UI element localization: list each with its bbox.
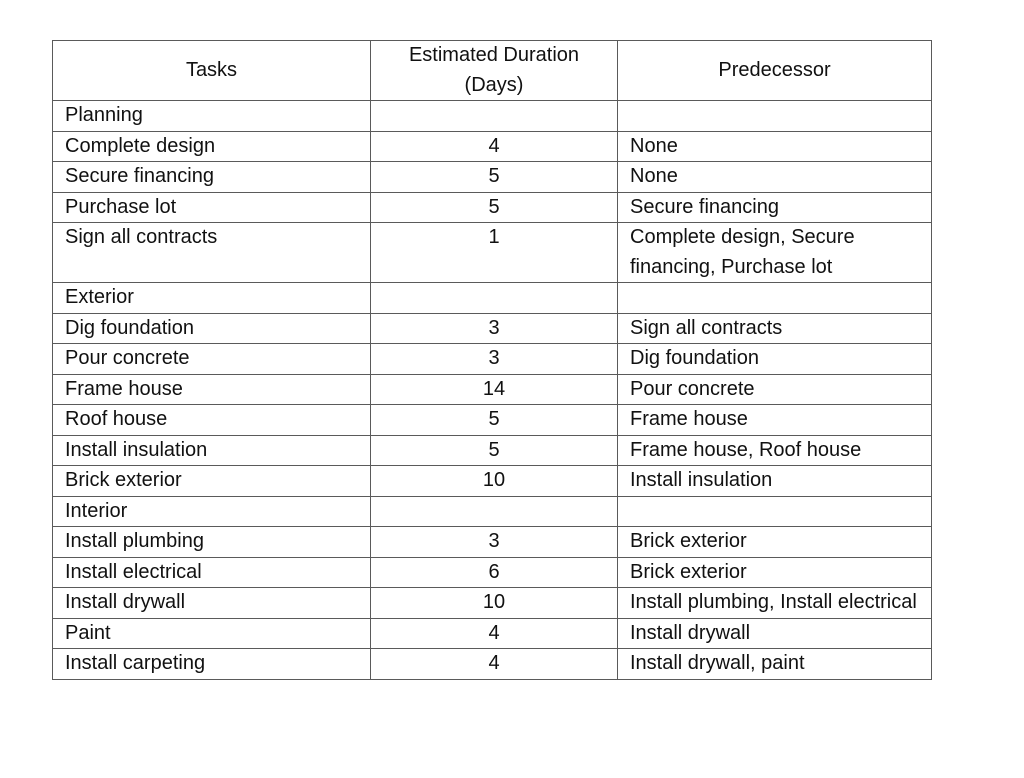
duration-cell: 5 xyxy=(370,161,618,193)
duration-cell: 4 xyxy=(370,130,618,162)
duration-cell xyxy=(370,282,618,314)
table-row: Install plumbing 3 Brick exterior xyxy=(52,526,932,558)
table-row: Complete design 4 None xyxy=(52,130,932,162)
duration-cell: 10 xyxy=(370,587,618,619)
header-row: Tasks Estimated Duration (Days) Predeces… xyxy=(52,40,932,101)
duration-cell xyxy=(370,100,618,132)
duration-cell: 5 xyxy=(370,191,618,223)
predecessor-cell: Brick exterior xyxy=(617,526,932,558)
duration-cell: 3 xyxy=(370,343,618,375)
task-name: Brick exterior xyxy=(52,465,371,497)
predecessor-cell xyxy=(617,100,932,132)
predecessor-cell xyxy=(617,282,932,314)
task-name: Dig foundation xyxy=(52,312,371,344)
table-row: Paint 4 Install drywall xyxy=(52,617,932,649)
table-row: Install carpeting 4 Install drywall, paint xyxy=(52,648,932,680)
duration-cell: 4 xyxy=(370,617,618,649)
task-name: Frame house xyxy=(52,373,371,405)
task-name: Pour concrete xyxy=(52,343,371,375)
task-name: Complete design xyxy=(52,130,371,162)
group-row: Exterior xyxy=(52,282,932,314)
task-name: Install plumbing xyxy=(52,526,371,558)
predecessor-cell: Dig foundation xyxy=(617,343,932,375)
predecessor-cell: Brick exterior xyxy=(617,556,932,588)
task-name: Install insulation xyxy=(52,434,371,466)
predecessor-cell: Complete design, Secure financing, Purch… xyxy=(617,222,932,283)
table-row: Install insulation 5 Frame house, Roof hou… xyxy=(52,434,932,466)
duration-cell: 10 xyxy=(370,465,618,497)
predecessor-cell: Install insulation xyxy=(617,465,932,497)
duration-cell xyxy=(370,495,618,527)
predecessor-cell: None xyxy=(617,130,932,162)
task-name: Paint xyxy=(52,617,371,649)
task-name: Install drywall xyxy=(52,587,371,619)
group-label: Interior xyxy=(52,495,371,527)
predecessor-cell: None xyxy=(617,161,932,193)
duration-cell: 6 xyxy=(370,556,618,588)
task-name: Purchase lot xyxy=(52,191,371,223)
table-row: Install drywall 10 Install plumbing, Insta… xyxy=(52,587,932,619)
table-row: Roof house 5 Frame house xyxy=(52,404,932,436)
duration-cell: 3 xyxy=(370,526,618,558)
group-row: Planning xyxy=(52,100,932,132)
predecessor-cell: Install plumbing, Install electrical xyxy=(617,587,932,619)
duration-cell: 5 xyxy=(370,434,618,466)
task-schedule-table: Tasks Estimated Duration (Days) Predeces… xyxy=(52,40,932,680)
group-label: Exterior xyxy=(52,282,371,314)
task-name: Secure financing xyxy=(52,161,371,193)
table-row: Purchase lot 5 Secure financing xyxy=(52,191,932,223)
duration-cell: 5 xyxy=(370,404,618,436)
predecessor-cell xyxy=(617,495,932,527)
table-row: Secure financing 5 None xyxy=(52,161,932,193)
table-body: Planning Complete design 4 None Secure finan… xyxy=(52,100,932,680)
predecessor-cell: Pour concrete xyxy=(617,373,932,405)
group-label: Planning xyxy=(52,100,371,132)
task-name: Install carpeting xyxy=(52,648,371,680)
predecessor-cell: Sign all contracts xyxy=(617,312,932,344)
table-row: Pour concrete 3 Dig foundation xyxy=(52,343,932,375)
predecessor-cell: Secure financing xyxy=(617,191,932,223)
predecessor-cell: Install drywall, paint xyxy=(617,648,932,680)
header-duration: Estimated Duration (Days) xyxy=(370,40,618,101)
duration-cell: 3 xyxy=(370,312,618,344)
duration-cell: 4 xyxy=(370,648,618,680)
table-row: Install electrical 6 Brick exterior xyxy=(52,556,932,588)
task-name: Sign all contracts xyxy=(52,222,371,283)
table-row: Dig foundation 3 Sign all contracts xyxy=(52,312,932,344)
duration-cell: 1 xyxy=(370,222,618,283)
header-predecessor: Predecessor xyxy=(617,40,932,101)
table-row: Brick exterior 10 Install insulation xyxy=(52,465,932,497)
table-row: Sign all contracts 1 Complete design, Secu… xyxy=(52,222,932,283)
duration-cell: 14 xyxy=(370,373,618,405)
header-tasks: Tasks xyxy=(52,40,371,101)
task-name: Roof house xyxy=(52,404,371,436)
task-name: Install electrical xyxy=(52,556,371,588)
predecessor-cell: Frame house xyxy=(617,404,932,436)
predecessor-cell: Frame house, Roof house xyxy=(617,434,932,466)
predecessor-cell: Install drywall xyxy=(617,617,932,649)
group-row: Interior xyxy=(52,495,932,527)
table-row: Frame house 14 Pour concrete xyxy=(52,373,932,405)
